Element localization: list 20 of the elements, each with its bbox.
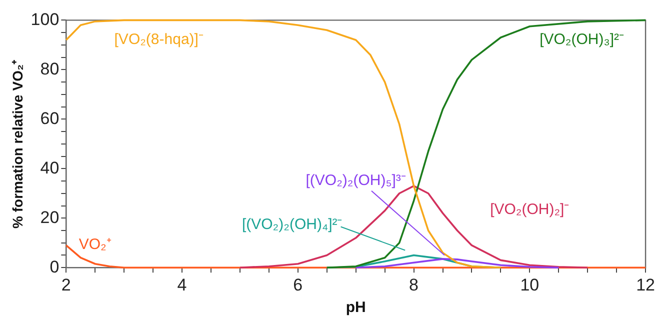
series-label: [VO₂(OH)₃]²⁻ [540, 30, 624, 48]
x-tick-label: 8 [409, 275, 419, 294]
x-tick-label: 12 [636, 275, 656, 294]
series-label: [VO₂(8-hqa)]⁻ [114, 30, 204, 48]
text: [VO₂(OH)₂]⁻ [490, 200, 570, 218]
series-label: VO₂⁺ [78, 234, 112, 253]
text: [(VO₂)₂(OH)₄]²⁻ [242, 215, 342, 234]
y-tick-label: 100 [30, 10, 60, 29]
y-tick-label: 0 [50, 257, 60, 276]
x-tick-label: 6 [293, 275, 303, 294]
x-tick-label: 2 [61, 275, 71, 294]
text: [(VO₂)₂(OH)₅]³⁻ [306, 170, 406, 189]
y-tick-label: 20 [40, 208, 60, 227]
x-tick-label: 10 [520, 275, 540, 294]
y-tick-label: 40 [40, 158, 60, 178]
y-tick-label: 80 [40, 59, 60, 78]
x-tick-label: 4 [177, 275, 187, 294]
y-tick-label: 60 [40, 108, 60, 128]
y-axis-title: % formation relative VO₂⁺ [9, 59, 26, 228]
x-axis-title: pH [346, 299, 366, 316]
